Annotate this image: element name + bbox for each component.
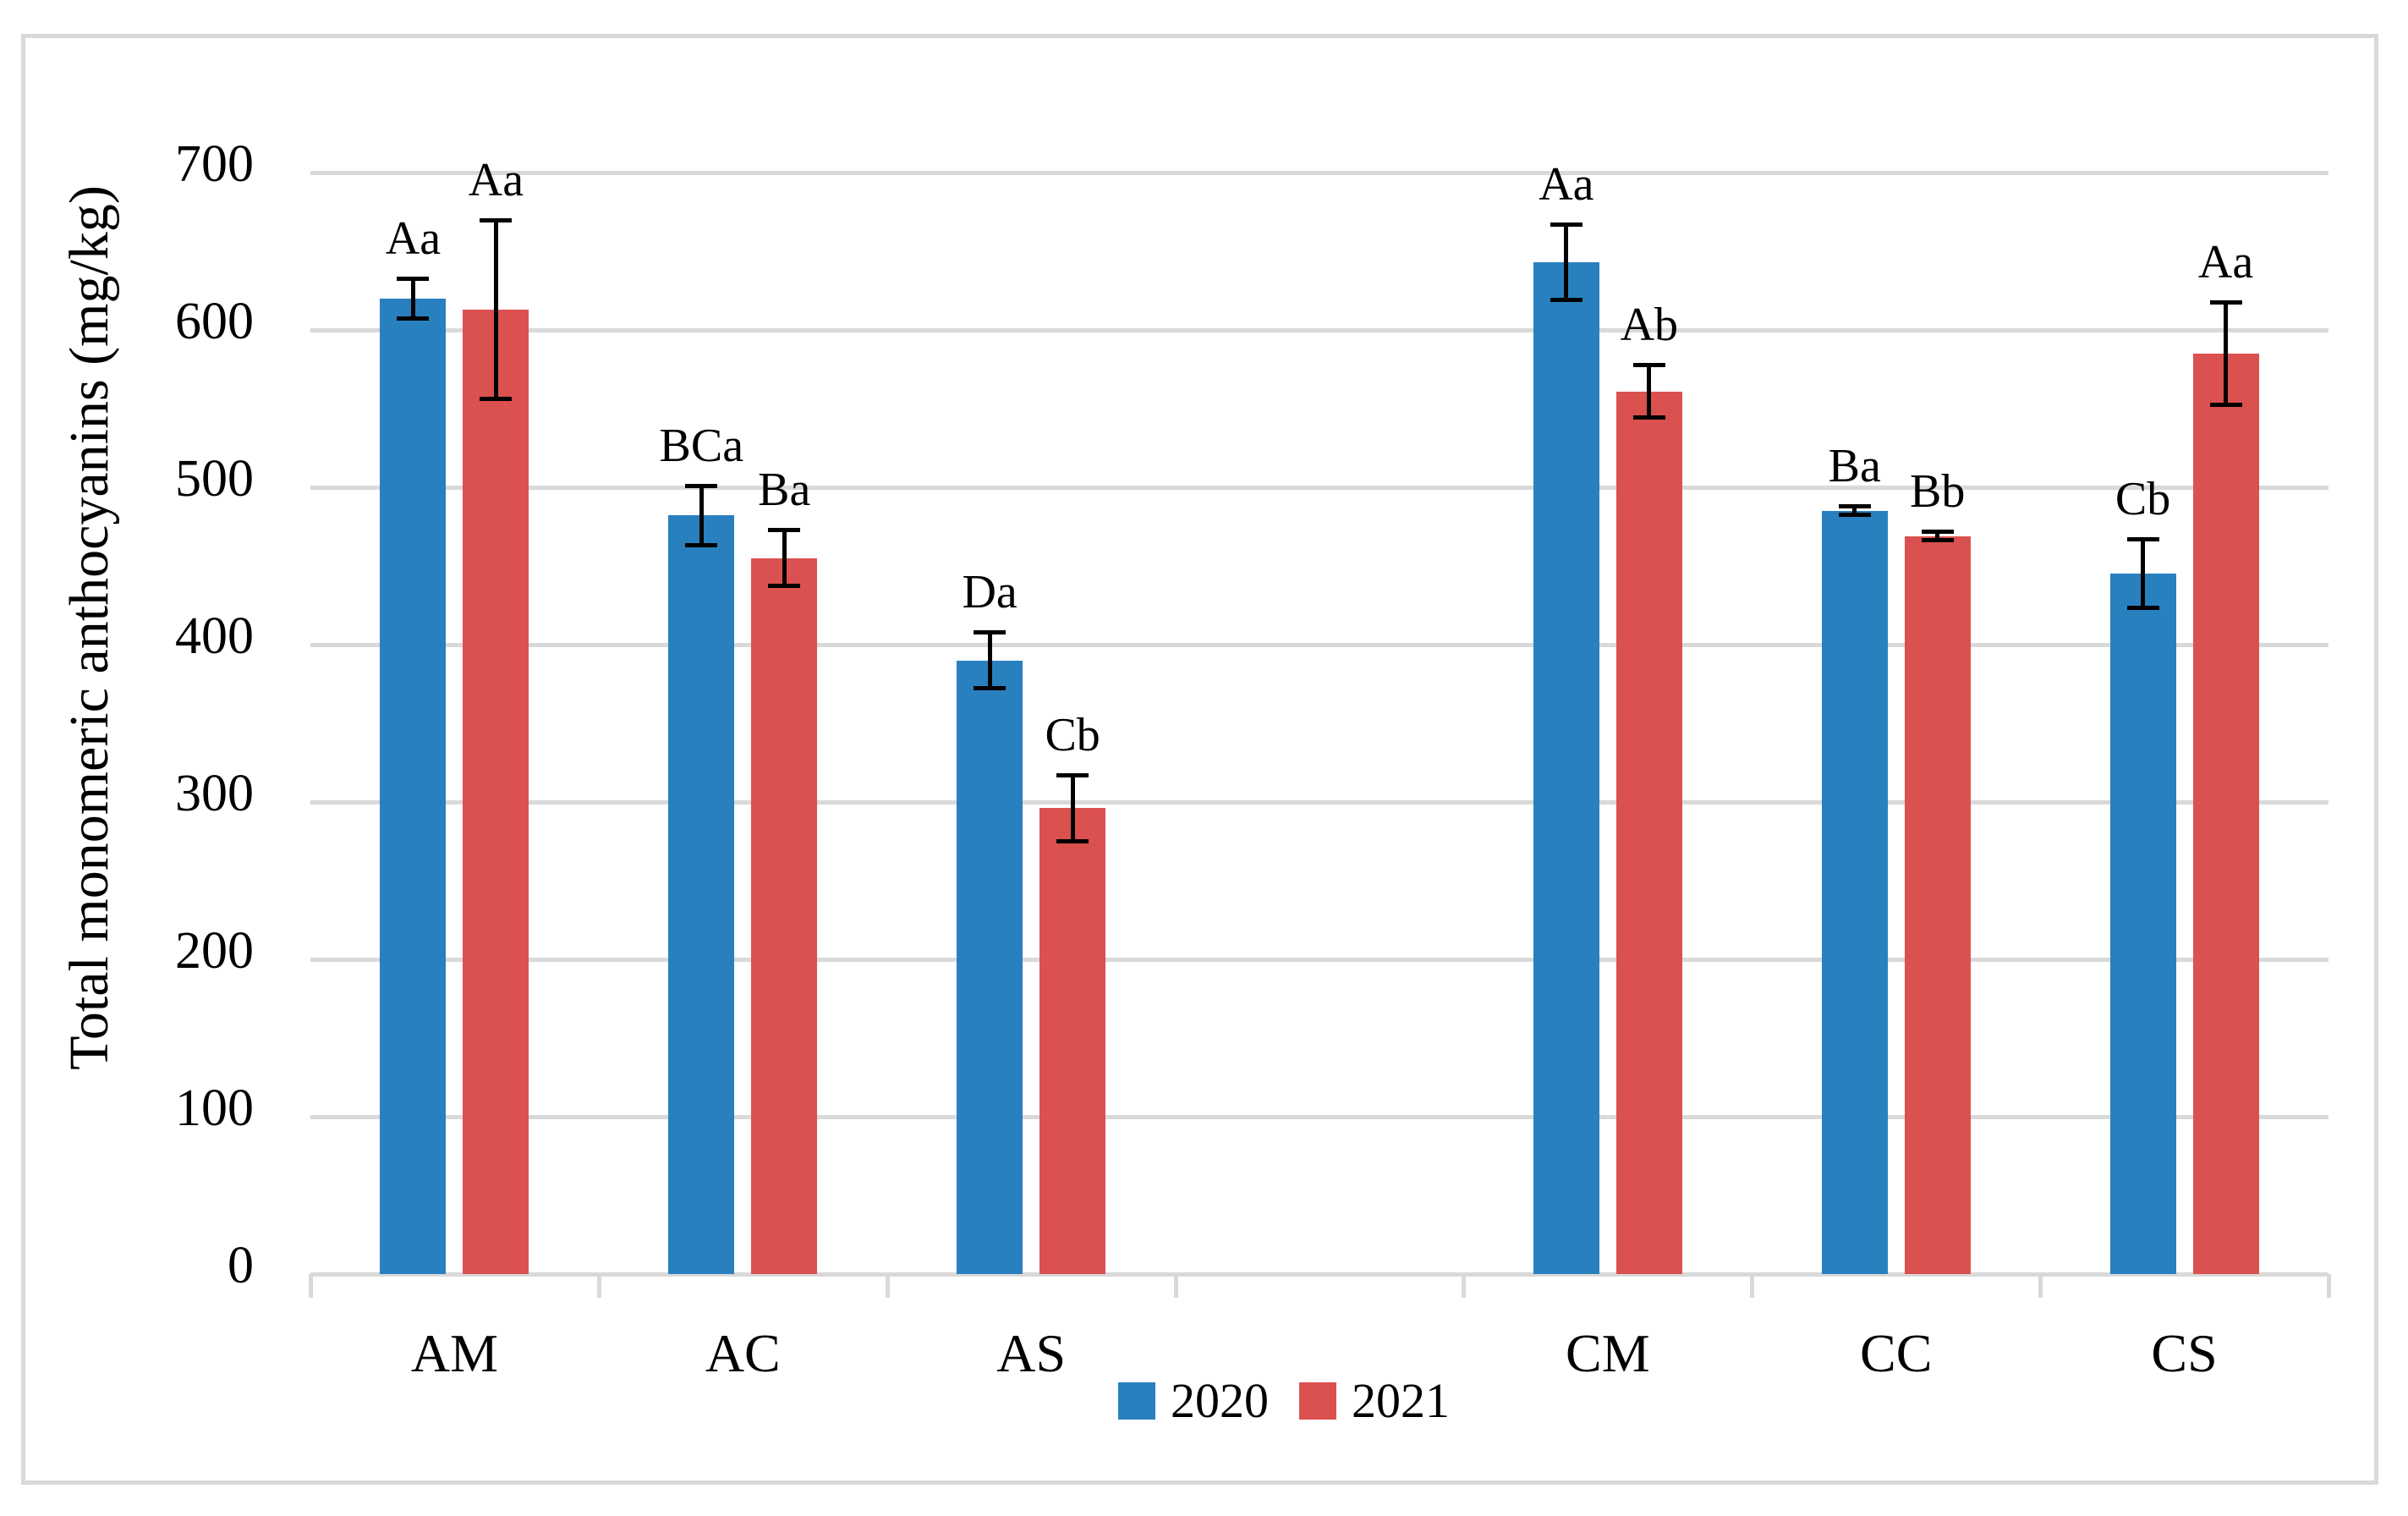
legend-label-2020: 2020 bbox=[1171, 1373, 1269, 1428]
error-bar-cap-top-2021-AS bbox=[1056, 773, 1089, 778]
error-bar-cap-bottom-2020-CM bbox=[1550, 297, 1582, 302]
bar-annotation-2021-CM: Ab bbox=[1620, 298, 1679, 351]
y-tick-label-400: 400 bbox=[175, 607, 254, 665]
error-bar-cap-top-2020-CS bbox=[2126, 537, 2159, 542]
error-bar-cap-top-2021-CC bbox=[1921, 530, 1954, 535]
bar-2021-AC bbox=[751, 558, 818, 1274]
x-axis-tick bbox=[2327, 1274, 2331, 1298]
error-bar-line-2020-AM bbox=[410, 277, 415, 319]
error-bar-cap-top-2021-CM bbox=[1632, 362, 1665, 367]
legend-item-2021: 2021 bbox=[1299, 1374, 1450, 1428]
bar-2020-AC bbox=[668, 515, 735, 1274]
y-tick-label-300: 300 bbox=[175, 765, 254, 822]
bar-annotation-2020-CM: Aa bbox=[1539, 158, 1594, 211]
legend-swatch-2020 bbox=[1118, 1382, 1155, 1420]
bar-annotation-2020-AM: Aa bbox=[385, 211, 442, 265]
gridline-700 bbox=[310, 171, 2328, 175]
error-bar-line-2021-CC bbox=[1935, 531, 1940, 541]
bar-annotation-2020-AS: Da bbox=[962, 566, 1018, 619]
error-bar-cap-bottom-2021-AM bbox=[480, 396, 513, 401]
error-bar-cap-bottom-2020-AS bbox=[974, 686, 1007, 691]
error-bar-cap-top-2020-CM bbox=[1550, 222, 1582, 228]
y-tick-label-100: 100 bbox=[175, 1079, 254, 1137]
legend-label-2021: 2021 bbox=[1352, 1373, 1450, 1428]
x-axis-baseline bbox=[310, 1272, 2328, 1277]
bar-2021-AS bbox=[1039, 808, 1106, 1274]
x-axis-tick bbox=[1750, 1274, 1755, 1298]
bar-2020-AM bbox=[380, 298, 447, 1274]
legend-item-2020: 2020 bbox=[1118, 1374, 1269, 1428]
error-bar-line-2020-CS bbox=[2141, 539, 2146, 609]
bar-annotation-2021-AS: Cb bbox=[1045, 709, 1100, 762]
error-bar-line-2021-CM bbox=[1647, 364, 1652, 419]
bar-2020-CC bbox=[1821, 510, 1888, 1274]
x-tick-label-CS: CS bbox=[2151, 1323, 2218, 1383]
bar-2021-CC bbox=[1904, 536, 1971, 1274]
error-bar-cap-top-2020-AM bbox=[397, 276, 430, 281]
x-tick-label-AC: AC bbox=[705, 1323, 781, 1383]
error-bar-line-2020-AS bbox=[987, 632, 992, 689]
gridline-600 bbox=[310, 328, 2328, 332]
gridline-200 bbox=[310, 958, 2328, 962]
y-tick-label-700: 700 bbox=[175, 135, 254, 193]
y-axis-title: Total monomeric anthocyanins (mg/kg) bbox=[58, 185, 120, 1070]
error-bar-cap-top-2020-CC bbox=[1838, 504, 1871, 509]
error-bar-line-2021-CS bbox=[2224, 301, 2229, 406]
x-tick-label-AM: AM bbox=[410, 1323, 498, 1383]
gridline-100 bbox=[310, 1115, 2328, 1119]
error-bar-cap-bottom-2020-CC bbox=[1838, 513, 1871, 518]
error-bar-cap-bottom-2020-CS bbox=[2126, 606, 2159, 611]
error-bar-line-2021-AS bbox=[1070, 775, 1075, 842]
x-axis-tick bbox=[885, 1274, 890, 1298]
error-bar-line-2020-AC bbox=[699, 486, 704, 546]
x-axis-tick bbox=[309, 1274, 313, 1298]
error-bar-cap-bottom-2020-AM bbox=[397, 316, 430, 321]
bar-annotation-2020-CC: Ba bbox=[1828, 440, 1881, 493]
error-bar-cap-bottom-2021-CC bbox=[1921, 538, 1954, 543]
error-bar-cap-bottom-2021-CM bbox=[1632, 415, 1665, 420]
bar-annotation-2020-CS: Cb bbox=[2115, 473, 2171, 526]
x-tick-label-CC: CC bbox=[1860, 1323, 1933, 1383]
bar-annotation-2021-AC: Ba bbox=[758, 464, 811, 517]
bar-annotation-2021-CC: Bb bbox=[1910, 465, 1966, 519]
x-tick-label-AS: AS bbox=[996, 1323, 1067, 1383]
legend-swatch-2021 bbox=[1299, 1382, 1336, 1420]
error-bar-line-2020-CC bbox=[1852, 506, 1857, 516]
error-bar-line-2020-CM bbox=[1564, 224, 1569, 300]
error-bar-cap-top-2021-CS bbox=[2209, 299, 2242, 305]
error-bar-cap-bottom-2021-AS bbox=[1056, 838, 1089, 843]
error-bar-line-2021-AM bbox=[493, 219, 498, 399]
error-bar-cap-bottom-2020-AC bbox=[685, 542, 718, 547]
legend: 2020 2021 bbox=[1118, 1374, 1450, 1428]
error-bar-cap-top-2020-AS bbox=[974, 630, 1007, 635]
bar-annotation-2021-AM: Aa bbox=[468, 153, 524, 206]
bar-2021-AM bbox=[463, 309, 529, 1274]
error-bar-line-2021-AC bbox=[782, 530, 787, 587]
x-axis-tick bbox=[1462, 1274, 1467, 1298]
bar-2021-CM bbox=[1615, 391, 1682, 1274]
y-tick-label-600: 600 bbox=[175, 293, 254, 350]
x-axis-tick bbox=[596, 1274, 601, 1298]
error-bar-cap-top-2021-AC bbox=[768, 528, 801, 533]
error-bar-cap-bottom-2021-CS bbox=[2209, 403, 2242, 408]
bar-2020-CS bbox=[2109, 574, 2176, 1274]
x-axis-tick bbox=[1173, 1274, 1178, 1298]
bar-2020-AS bbox=[957, 660, 1023, 1274]
y-tick-label-500: 500 bbox=[175, 450, 254, 508]
gridline-300 bbox=[310, 800, 2328, 805]
x-tick-label-CM: CM bbox=[1566, 1323, 1650, 1383]
x-axis-tick bbox=[2038, 1274, 2043, 1298]
gridline-500 bbox=[310, 486, 2328, 490]
bar-annotation-2020-AC: BCa bbox=[659, 420, 744, 473]
y-tick-label-200: 200 bbox=[175, 922, 254, 980]
bar-annotation-2021-CS: Aa bbox=[2197, 235, 2254, 288]
y-tick-label-0: 0 bbox=[228, 1237, 254, 1294]
bar-2021-CS bbox=[2192, 353, 2259, 1274]
bar-2020-CM bbox=[1533, 262, 1599, 1274]
error-bar-cap-bottom-2021-AC bbox=[768, 584, 801, 589]
error-bar-cap-top-2021-AM bbox=[480, 217, 513, 222]
error-bar-cap-top-2020-AC bbox=[685, 484, 718, 489]
gridline-400 bbox=[310, 643, 2328, 647]
